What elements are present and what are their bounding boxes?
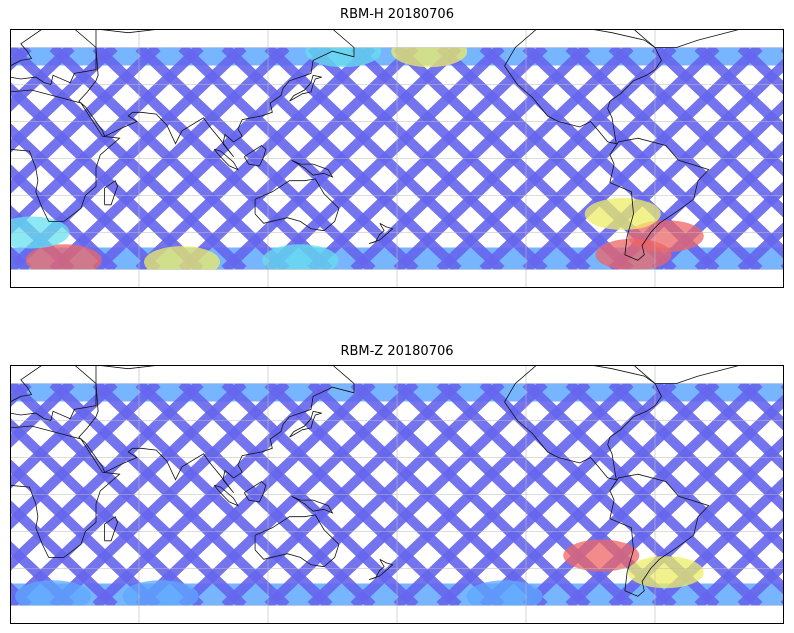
value-hotspot [262,244,339,270]
borneo-coastline [243,480,267,503]
value-hotspot [391,47,468,68]
value-hotspot [15,580,91,606]
value-hotspot [305,47,382,68]
australia-coastline [254,514,340,568]
value-hotspot [144,246,220,270]
madagascar-coastline [104,516,118,542]
new-guinea-coastline [291,495,334,514]
value-hotspot [584,198,661,230]
south-america-coastline [609,137,710,261]
coastlines [10,365,742,597]
sumatra-coastline [213,484,239,507]
value-hotspot [563,539,640,572]
gridlines [10,29,784,288]
africa-coastline [10,425,121,558]
new-zealand-coastline [368,222,394,244]
value-hotspot [25,244,102,270]
map-frame [10,365,784,624]
gridlines [10,365,784,624]
value-hotspot [122,580,199,606]
japan-coastline [289,74,322,102]
sumatra-coastline [213,148,239,171]
greenland-coastline [632,29,742,48]
madagascar-coastline [104,180,118,206]
map-panel-rbm-h [10,29,784,288]
value-hotspot [627,220,704,253]
europe-coastline [10,365,97,421]
new-guinea-coastline [291,159,334,178]
value-hotspot [466,580,543,606]
north-america-coastline [504,29,662,145]
japan-coastline [289,410,322,438]
panel-title-rbm-z: RBM-Z 20180706 [340,344,454,359]
asia-coastline [78,29,355,157]
coastlines [10,29,742,261]
asia-coastline [78,365,355,493]
south-america-coastline [609,473,710,597]
value-hotspot [627,556,704,589]
north-america-coastline [504,365,662,481]
australia-coastline [254,178,340,232]
europe-coastline [10,29,97,85]
map-panel-rbm-z [10,365,784,624]
map-frame [10,29,784,288]
borneo-coastline [243,144,267,167]
new-zealand-coastline [368,558,394,580]
panel-title-rbm-h: RBM-H 20180706 [340,7,454,22]
africa-coastline [10,89,121,222]
greenland-coastline [632,365,742,384]
